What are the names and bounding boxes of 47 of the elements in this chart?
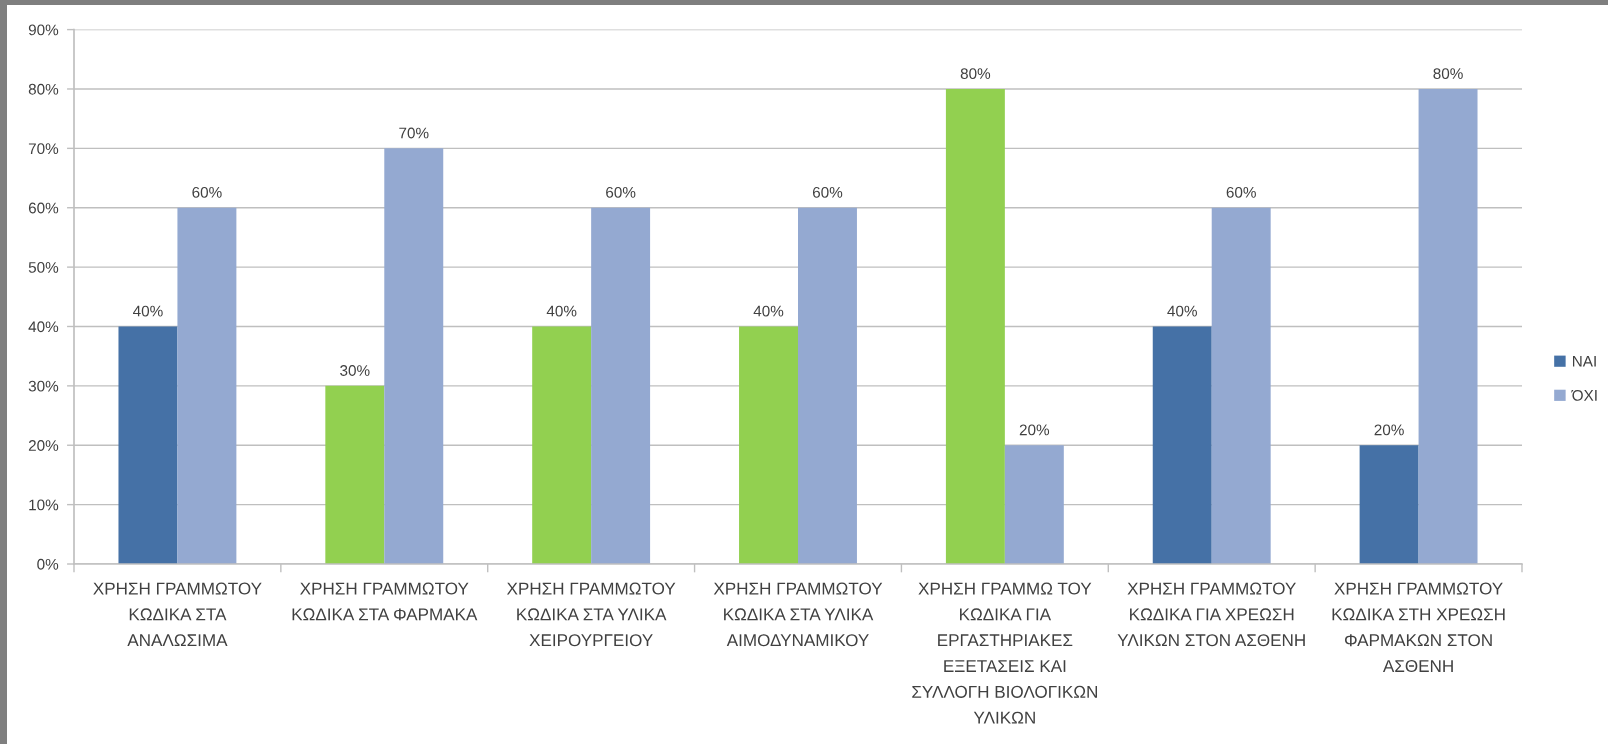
y-tick-label: 70% (28, 143, 59, 155)
y-tick-label: 0% (37, 558, 59, 570)
data-label: 40% (753, 305, 784, 317)
y-tick-label: 90% (28, 24, 59, 36)
x-tick-label: ΧΡΗΣΗ ΓΡΑΜΜΩΤΟΥ ΚΩΔΙΚΑ ΣΤΗ ΧΡΕΩΣΗ ΦΑΡΜΑΚΩΝ ΣΤΟΝ ΑΣΘΕΝΗ (1332, 582, 1505, 673)
data-label: 30% (340, 365, 370, 376)
data-label: 70% (399, 127, 429, 139)
x-tick-label: ΧΡΗΣΗ ΓΡΑΜΜΩΤΟΥ ΚΩΔΙΚΑ ΓΙΑ ΧΡΕΩΣΗ ΥΛΙΚΩΝ ΣΤΟΝ ΑΣΘΕΝΗ (1117, 582, 1305, 647)
bar (798, 207, 857, 564)
bar (739, 326, 798, 564)
x-tick-label: ΧΡΗΣΗ ΓΡΑΜΜΩΤΟΥ ΚΩΔΙΚΑ ΣΤΑ ΥΛΙΚΑ ΑΙΜΟΔΥΝΑΜΙΚΟΥ (713, 582, 883, 647)
data-label: 40% (1167, 305, 1197, 317)
bar (1418, 88, 1478, 564)
bar (1359, 445, 1419, 564)
data-label: 20% (1374, 424, 1404, 436)
bar (591, 207, 651, 564)
y-tick-label: 10% (29, 499, 59, 511)
bar (1152, 326, 1212, 564)
y-tick-label: 30% (28, 380, 59, 392)
y-tick-label: 40% (28, 321, 59, 333)
data-label: 60% (812, 186, 843, 198)
x-tick-label: ΧΡΗΣΗ ΓΡΑΜΜΩ ΤΟΥ ΚΩΔΙΚΑ ΓΙΑ ΕΡΓΑΣΤΗΡΙΑΚΕΣ ΕΞΕΤΑΣΕΙΣ ΚΑΙ ΣΥΛΛΟΓΗ ΒΙΟΛΟΓΙΚΩΝ ΥΛΙΚΩΝ (912, 582, 1097, 724)
bar (1211, 207, 1271, 564)
bar (325, 385, 385, 564)
legend-label: ΌΧΙ (1571, 389, 1597, 401)
bar (945, 88, 1005, 564)
bar (177, 207, 237, 564)
x-tick-label: ΧΡΗΣΗ ΓΡΑΜΜΩΤΟΥ ΚΩΔΙΚΑ ΣΤΑ ΥΛΙΚΑ ΧΕΙΡΟΥΡΓΕΙΟΥ (506, 582, 676, 647)
x-tick-label: ΧΡΗΣΗ ΓΡΑΜΜΩΤΟΥ ΚΩΔΙΚΑ ΣΤΑ ΑΝΑΛΩΣΙΜΑ (93, 582, 262, 647)
data-label: 80% (1433, 68, 1463, 80)
y-tick-label: 80% (28, 83, 59, 95)
data-label: 60% (192, 186, 222, 198)
bar (532, 326, 592, 564)
data-label: 40% (546, 305, 577, 317)
y-tick-label: 20% (28, 440, 59, 451)
data-label: 60% (606, 186, 636, 198)
data-label: 60% (1226, 186, 1256, 198)
y-tick-label: 60% (28, 202, 59, 214)
y-tick-label: 50% (28, 261, 59, 273)
data-label: 20% (1019, 424, 1050, 436)
data-label: 40% (133, 305, 163, 317)
data-label: 80% (960, 68, 991, 80)
bar (118, 326, 178, 564)
bar (1004, 445, 1064, 564)
bar (384, 148, 444, 564)
x-tick-label: ΧΡΗΣΗ ΓΡΑΜΜΩΤΟΥ ΚΩΔΙΚΑ ΣΤΑ ΦΑΡΜΑΚΑ (292, 582, 478, 621)
legend-label: ΝΑΙ (1573, 356, 1596, 367)
